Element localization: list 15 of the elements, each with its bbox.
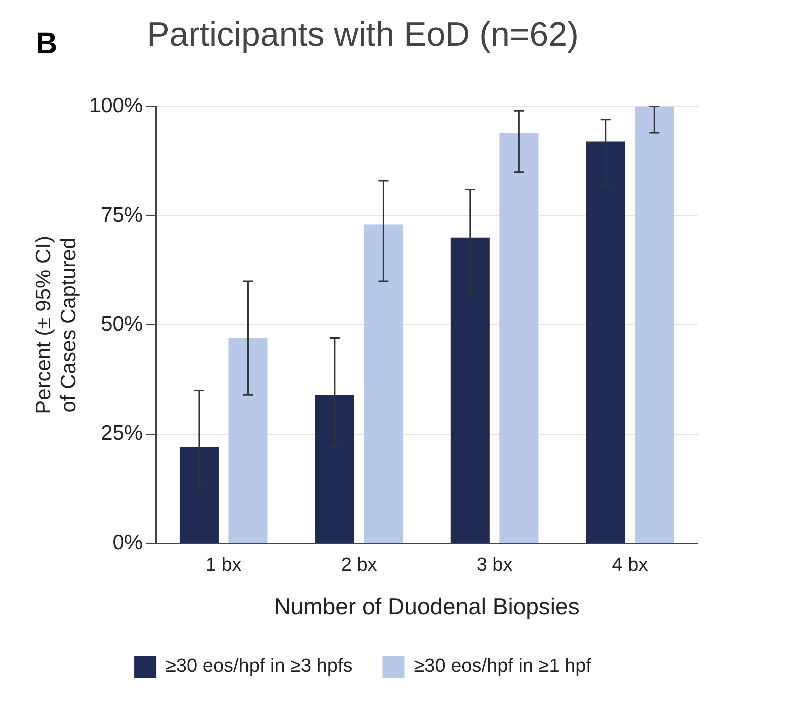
- x-tick-label: 3 bx: [476, 555, 514, 576]
- y-axis-title: Percent (± 95% CI) of Cases Captured: [32, 236, 81, 414]
- x-tick-label: 4 bx: [612, 555, 649, 576]
- chart-title: Participants with EoD (n=62): [147, 16, 579, 54]
- x-tick-label: 2 bx: [341, 555, 378, 576]
- y-tick-label: 0%: [112, 531, 144, 554]
- y-tick-label: 100%: [89, 94, 144, 118]
- x-tick-label: 1 bx: [206, 555, 242, 576]
- y-tick-label: 75%: [101, 204, 144, 227]
- text: B: [36, 27, 58, 60]
- y-tick-label: 50%: [101, 312, 144, 336]
- x-axis-title: Number of Duodenal Biopsies: [274, 594, 580, 620]
- y-tick-label: 25%: [101, 422, 144, 446]
- legend-label: ≥30 eos/hpf in ≥3 hpfs: [166, 656, 353, 678]
- legend-label: ≥30 eos/hpf in ≥1 hpf: [414, 656, 592, 678]
